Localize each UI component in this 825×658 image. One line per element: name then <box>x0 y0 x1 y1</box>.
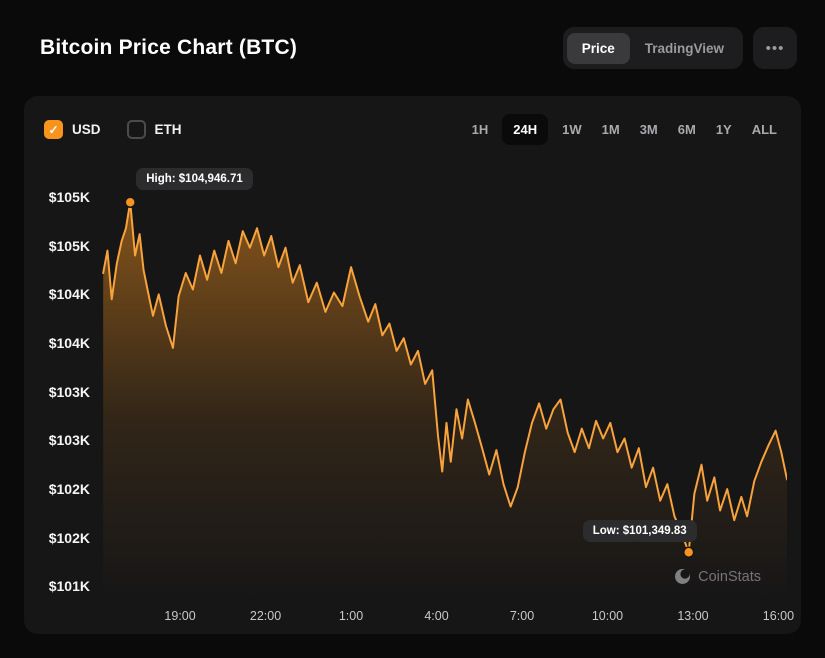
header: Bitcoin Price Chart (BTC) Price TradingV… <box>0 0 825 96</box>
chart-controls: ✓ USD ETH 1H 24H 1W 1M 3M 6M 1Y ALL <box>24 96 801 145</box>
range-buttons: 1H 24H 1W 1M 3M 6M 1Y ALL <box>466 114 783 145</box>
x-axis-label: 7:00 <box>509 609 535 623</box>
range-6m-button[interactable]: 6M <box>672 114 702 145</box>
y-axis-label: $104K <box>48 335 90 352</box>
chart-svg <box>102 196 787 601</box>
toggle-tradingview-button[interactable]: TradingView <box>630 33 739 64</box>
low-marker-dot <box>683 546 695 559</box>
range-1w-button[interactable]: 1W <box>556 114 588 145</box>
x-axis-label: 22:00 <box>249 609 282 623</box>
page-title: Bitcoin Price Chart (BTC) <box>40 36 298 59</box>
coinstats-logo-icon <box>675 569 691 584</box>
view-toggle: Price TradingView <box>562 27 743 69</box>
toggle-price-button[interactable]: Price <box>566 32 630 64</box>
eth-checkbox[interactable]: ETH <box>126 120 182 139</box>
x-axis-label: 13:00 <box>677 609 709 623</box>
eth-label: ETH <box>154 122 182 137</box>
chart-area: $105K $105K $104K $104K $103K $103K $102… <box>24 163 801 627</box>
high-price-badge: High: $104,946.71 <box>136 168 253 191</box>
range-1h-button[interactable]: 1H <box>466 114 495 145</box>
x-axis-label: 1:00 <box>338 609 364 623</box>
coinstats-watermark: CoinStats <box>674 568 761 585</box>
range-1m-button[interactable]: 1M <box>596 114 626 145</box>
y-axis-label: $103K <box>48 432 90 449</box>
ellipsis-icon: ••• <box>765 39 785 57</box>
checkbox-unchecked-icon <box>126 120 146 139</box>
y-axis-label: $105K <box>48 189 90 206</box>
coinstats-label: CoinStats <box>698 568 761 585</box>
y-axis-label: $102K <box>48 481 90 498</box>
area-fill <box>103 201 787 601</box>
usd-checkbox[interactable]: ✓ USD <box>44 120 101 139</box>
y-axis-label: $101K <box>48 578 90 595</box>
usd-label: USD <box>72 122 101 137</box>
low-price-badge: Low: $101,349.83 <box>582 520 697 543</box>
chart-card: ✓ USD ETH 1H 24H 1W 1M 3M 6M 1Y ALL <box>24 96 801 634</box>
y-axis: $105K $105K $104K $104K $103K $103K $102… <box>24 163 102 601</box>
price-line <box>102 200 787 554</box>
x-axis: 19:00 22:00 1:00 4:00 7:00 10:00 13:00 1… <box>102 601 794 627</box>
more-options-button[interactable]: ••• <box>753 27 797 69</box>
checkbox-checked-icon: ✓ <box>44 120 63 139</box>
y-axis-label: $105K <box>48 237 90 254</box>
range-all-button[interactable]: ALL <box>746 114 783 145</box>
range-1y-button[interactable]: 1Y <box>710 114 738 145</box>
x-axis-label: 4:00 <box>424 609 449 623</box>
price-line-chart[interactable]: High: $104,946.71 Low: $101,349.83 CoinS… <box>102 163 787 601</box>
y-axis-label: $103K <box>48 383 90 400</box>
x-axis-label: 16:00 <box>762 609 795 623</box>
header-actions: Price TradingView ••• <box>562 27 797 69</box>
currency-toggles: ✓ USD ETH <box>44 120 182 139</box>
high-marker-dot <box>124 196 136 209</box>
x-axis-label: 10:00 <box>591 609 624 623</box>
range-24h-button[interactable]: 24H <box>502 114 549 145</box>
x-axis-label: 19:00 <box>164 609 196 623</box>
y-axis-label: $102K <box>48 529 90 546</box>
range-3m-button[interactable]: 3M <box>634 114 664 145</box>
y-axis-label: $104K <box>48 286 90 303</box>
